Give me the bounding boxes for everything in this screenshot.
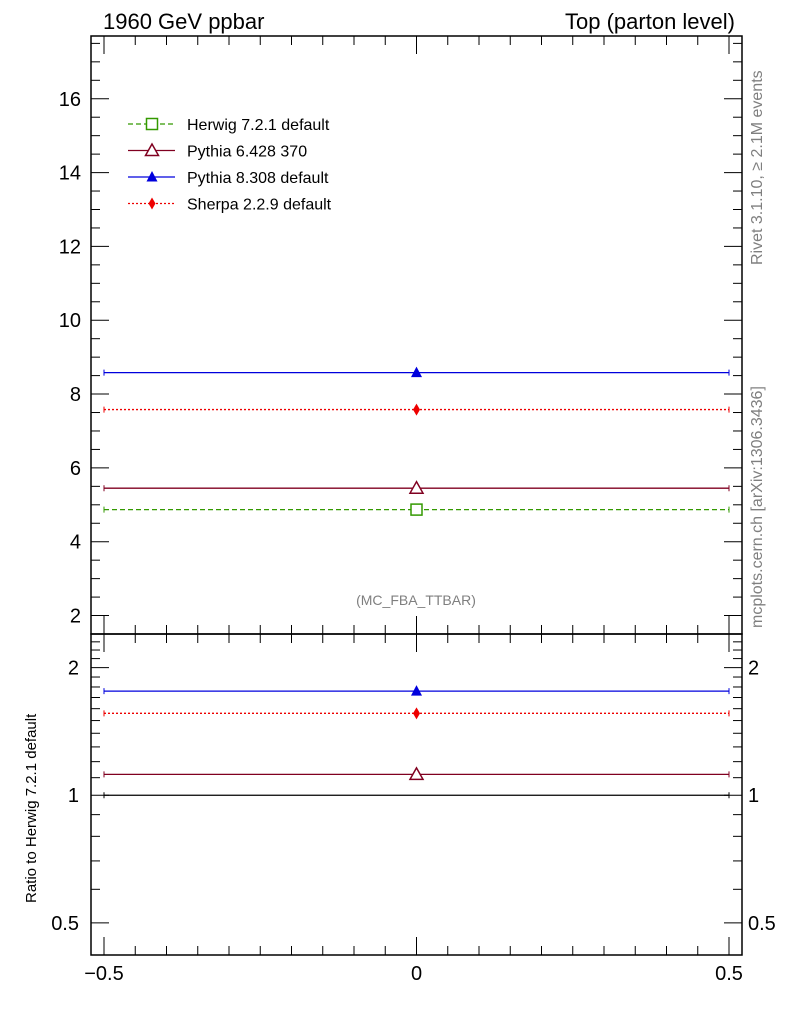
xtick-label: −0.5 xyxy=(84,963,123,985)
xtick-label: 0 xyxy=(411,963,422,985)
legend-marker xyxy=(144,142,160,157)
data-point xyxy=(408,766,425,781)
series-pythia-8-308-default xyxy=(103,366,730,378)
main-ytick-label: 12 xyxy=(59,236,81,258)
xtick-label: 0.5 xyxy=(715,963,743,985)
watermark: (MC_FBA_TTBAR) xyxy=(356,592,476,608)
series-pythia-6-428-370 xyxy=(103,766,730,781)
main-ytick-label: 16 xyxy=(59,89,81,111)
legend-label: Sherpa 2.2.9 default xyxy=(187,197,332,214)
ratio-ytick-label: 2 xyxy=(68,658,79,680)
data-point xyxy=(411,366,422,378)
rivet-label: Rivet 3.1.10, ≥ 2.1M events xyxy=(749,70,766,265)
data-point xyxy=(410,503,423,516)
header-right: Top (parton level) xyxy=(565,9,735,34)
series-sherpa-2-2-9-default xyxy=(103,707,730,720)
main-ytick-label: 6 xyxy=(70,458,81,480)
series-sherpa-2-2-9-default xyxy=(103,403,730,416)
legend-marker xyxy=(148,197,156,210)
mcplots-label: mcplots.cern.ch [arXiv:1306.3436] xyxy=(749,386,766,628)
ratio-axes: 0.5 0.5 1 1 2 2 −0.5 0 0.5 xyxy=(51,633,776,985)
ratio-ytick-label-right: 2 xyxy=(748,658,759,680)
ratio-ytick-label-right: 1 xyxy=(748,785,759,807)
main-series-group xyxy=(103,366,730,516)
ratio-ytick-label: 1 xyxy=(68,785,79,807)
legend-label: Pythia 8.308 default xyxy=(187,170,329,187)
legend-marker xyxy=(145,117,159,131)
ratio-ylabel: Ratio to Herwig 7.2.1 default xyxy=(23,713,40,903)
series-herwig-7-2-1-default xyxy=(103,792,730,799)
legend-label: Herwig 7.2.1 default xyxy=(187,117,330,134)
main-ytick-label: 8 xyxy=(70,384,81,406)
data-point xyxy=(413,403,420,416)
main-ytick-label: 14 xyxy=(59,163,81,185)
data-point xyxy=(411,685,422,696)
data-point xyxy=(413,707,420,720)
ratio-series-group xyxy=(103,685,730,799)
legend-marker xyxy=(146,171,158,182)
legend-label: Pythia 6.428 370 xyxy=(187,144,307,161)
header-left: 1960 GeV ppbar xyxy=(103,9,264,34)
ratio-ytick-label-right: 0.5 xyxy=(748,913,776,935)
main-ytick-label: 2 xyxy=(70,606,81,628)
ratio-frame xyxy=(90,633,743,956)
series-pythia-8-308-default xyxy=(103,685,730,696)
series-pythia-6-428-370 xyxy=(103,480,730,494)
ratio-ytick-label: 0.5 xyxy=(51,913,79,935)
data-point xyxy=(408,480,425,494)
legend: Herwig 7.2.1 default Pythia 6.428 370 Pyth… xyxy=(128,117,332,214)
main-ytick-label: 4 xyxy=(70,532,81,554)
main-axes: 2 4 6 8 10 12 14 16 xyxy=(59,35,743,635)
series-herwig-7-2-1-default xyxy=(103,503,730,516)
main-ytick-label: 10 xyxy=(59,310,81,332)
